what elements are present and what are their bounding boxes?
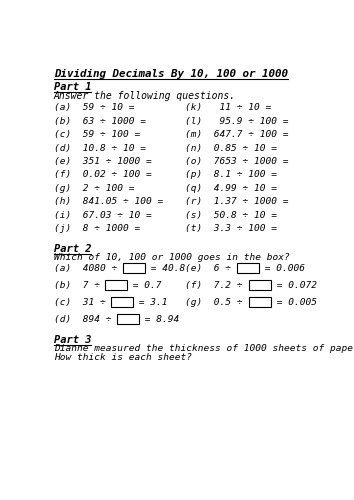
- Text: (f)  7.2 ÷: (f) 7.2 ÷: [185, 281, 249, 290]
- Text: (d)  10.8 ÷ 10 =: (d) 10.8 ÷ 10 =: [53, 144, 145, 152]
- Text: (n)  0.85 ÷ 10 =: (n) 0.85 ÷ 10 =: [185, 144, 277, 152]
- Text: Which of 10, 100 or 1000 goes in the box?: Which of 10, 100 or 1000 goes in the box…: [53, 254, 289, 262]
- Text: (g)  0.5 ÷: (g) 0.5 ÷: [185, 298, 249, 307]
- Text: (f)  0.02 ÷ 100 =: (f) 0.02 ÷ 100 =: [53, 170, 151, 179]
- Text: How thick is each sheet?: How thick is each sheet?: [53, 354, 192, 362]
- Text: (q)  4.99 ÷ 10 =: (q) 4.99 ÷ 10 =: [185, 184, 277, 193]
- Text: (c)  59 ÷ 100 =: (c) 59 ÷ 100 =: [53, 130, 140, 139]
- Text: (a)  4080 ÷: (a) 4080 ÷: [53, 264, 122, 273]
- Text: = 3.1: = 3.1: [133, 298, 167, 307]
- Text: = 0.005: = 0.005: [270, 298, 316, 307]
- Text: (g)  2 ÷ 100 =: (g) 2 ÷ 100 =: [53, 184, 134, 193]
- Text: Part 3: Part 3: [53, 335, 91, 345]
- Text: (h)  841.05 ÷ 100 =: (h) 841.05 ÷ 100 =: [53, 198, 163, 206]
- Text: = 0.7: = 0.7: [127, 281, 162, 290]
- Text: (c)  31 ÷: (c) 31 ÷: [53, 298, 111, 307]
- Text: (k)   11 ÷ 10 =: (k) 11 ÷ 10 =: [185, 103, 272, 112]
- Text: Dividing Decimals By 10, 100 or 1000: Dividing Decimals By 10, 100 or 1000: [53, 69, 287, 80]
- Text: Part 1: Part 1: [53, 82, 91, 92]
- Text: (a)  59 ÷ 10 =: (a) 59 ÷ 10 =: [53, 103, 134, 112]
- Text: (t)  3.3 ÷ 100 =: (t) 3.3 ÷ 100 =: [185, 224, 277, 234]
- Text: = 40.8: = 40.8: [144, 264, 185, 273]
- Text: Answer the following questions.: Answer the following questions.: [53, 91, 236, 101]
- Text: (l)   95.9 ÷ 100 =: (l) 95.9 ÷ 100 =: [185, 116, 289, 126]
- Text: (p)  8.1 ÷ 100 =: (p) 8.1 ÷ 100 =: [185, 170, 277, 179]
- Text: (b)  63 ÷ 1000 =: (b) 63 ÷ 1000 =: [53, 116, 145, 126]
- Text: (m)  647.7 ÷ 100 =: (m) 647.7 ÷ 100 =: [185, 130, 289, 139]
- Text: = 0.006: = 0.006: [259, 264, 305, 273]
- FancyBboxPatch shape: [105, 280, 127, 290]
- Text: = 0.072: = 0.072: [270, 281, 316, 290]
- Text: = 8.94: = 8.94: [139, 315, 179, 324]
- FancyBboxPatch shape: [249, 297, 270, 307]
- Text: (e)  6 ÷: (e) 6 ÷: [185, 264, 237, 273]
- FancyBboxPatch shape: [249, 280, 270, 290]
- FancyBboxPatch shape: [117, 314, 139, 324]
- Text: (b)  7 ÷: (b) 7 ÷: [53, 281, 105, 290]
- Text: (e)  351 ÷ 1000 =: (e) 351 ÷ 1000 =: [53, 157, 151, 166]
- Text: Part 2: Part 2: [53, 244, 91, 254]
- Text: (j)  8 ÷ 1000 =: (j) 8 ÷ 1000 =: [53, 224, 140, 234]
- Text: (s)  50.8 ÷ 10 =: (s) 50.8 ÷ 10 =: [185, 211, 277, 220]
- Text: (i)  67.03 ÷ 10 =: (i) 67.03 ÷ 10 =: [53, 211, 151, 220]
- FancyBboxPatch shape: [122, 263, 144, 273]
- Text: (r)  1.37 ÷ 1000 =: (r) 1.37 ÷ 1000 =: [185, 198, 289, 206]
- FancyBboxPatch shape: [111, 297, 133, 307]
- Text: (d)  894 ÷: (d) 894 ÷: [53, 315, 117, 324]
- FancyBboxPatch shape: [237, 263, 259, 273]
- Text: (o)  7653 ÷ 1000 =: (o) 7653 ÷ 1000 =: [185, 157, 289, 166]
- Text: Dianne measured the thickness of 1000 sheets of paper as 264mm.: Dianne measured the thickness of 1000 sh…: [53, 344, 354, 353]
